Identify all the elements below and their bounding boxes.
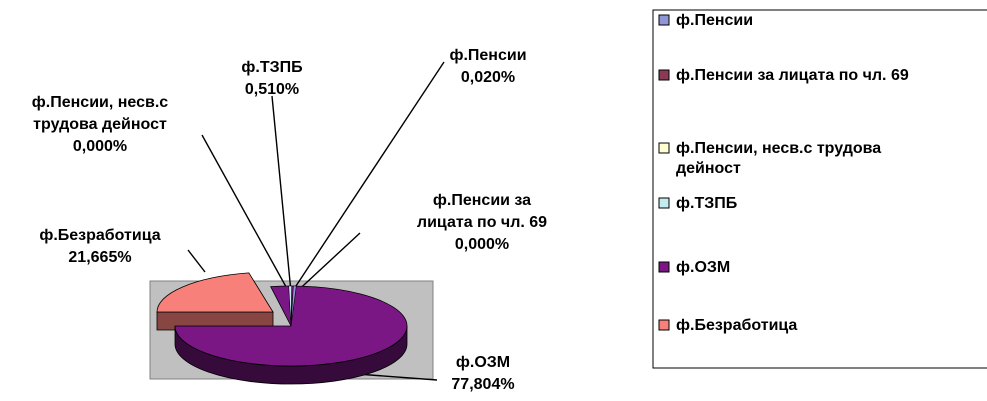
legend-swatch-3 — [658, 197, 670, 209]
data-label-ф-безработица: 21,665% — [68, 249, 131, 266]
data-label-ф-безработица: ф.Безработица — [39, 227, 160, 244]
data-label-ф-пенсии-за-лицата-по-чл-69: ф.Пенсии за — [433, 192, 531, 209]
legend-label-2: ф.Пенсии, несв.с трудова — [676, 140, 881, 157]
data-label-ф-пенсии-несв-с-трудова-дейност: 0,000% — [73, 138, 127, 155]
data-label-ф-пенсии: ф.Пенсии — [449, 47, 526, 64]
legend-swatch-2 — [658, 142, 670, 154]
data-label-ф-тзпб: ф.ТЗПБ — [241, 59, 302, 76]
data-label-ф-пенсии-за-лицата-по-чл-69: 0,000% — [455, 236, 509, 253]
legend-label-2: дейност — [676, 160, 741, 177]
leader-line-ф-пенсии — [291, 61, 445, 293]
data-label-ф-озм: 77,804% — [451, 376, 514, 393]
slice-ф-безработица — [156, 272, 274, 313]
leader-line-ф-безработица — [187, 249, 206, 273]
legend-label-0: ф.Пенсии — [676, 12, 753, 29]
leader-line-ф-пенсии-за-лицата-по-чл-69 — [291, 232, 361, 297]
leader-line-ф-тзпб — [271, 95, 292, 293]
pie-slices — [156, 272, 408, 385]
slice-ф-тзпб — [288, 285, 292, 327]
data-labels: ф.Пенсии 0,020% ф.Пенсии за лицата по чл. 6… — [32, 47, 547, 393]
legend-swatch-1 — [658, 69, 670, 81]
data-label-ф-пенсии-за-лицата-по-чл-69: лицата по чл. 69 — [417, 214, 547, 231]
leader-lines — [187, 61, 445, 381]
slice-ф-пенсии — [290, 285, 297, 327]
legend-swatch-0 — [658, 14, 670, 26]
data-label-ф-пенсии-несв-с-трудова-дейност: ф.Пенсии, несв.с — [32, 94, 169, 111]
legend-label-4: ф.ОЗМ — [676, 259, 730, 276]
legend-swatch-5 — [658, 319, 670, 331]
data-label-ф-тзпб: 0,510% — [245, 81, 299, 98]
legend-label-5: ф.Безработица — [676, 317, 797, 334]
data-label-ф-пенсии: 0,020% — [461, 69, 515, 86]
legend-label-3: ф.ТЗПБ — [676, 195, 737, 212]
legend-box — [652, 9, 987, 369]
legend: ф.Пенсии ф.Пенсии за лицата по чл. 69 ф.Пе… — [658, 12, 909, 334]
leader-line-ф-пенсии-несв-с-трудова-дейност — [201, 134, 291, 295]
legend-swatch-4 — [658, 261, 670, 273]
slice-ф-озм — [174, 285, 408, 367]
data-label-ф-озм: ф.ОЗМ — [456, 354, 510, 371]
legend-label-1: ф.Пенсии за лицата по чл. 69 — [676, 67, 909, 84]
data-label-ф-пенсии-несв-с-трудова-дейност: трудова дейност — [33, 116, 167, 133]
